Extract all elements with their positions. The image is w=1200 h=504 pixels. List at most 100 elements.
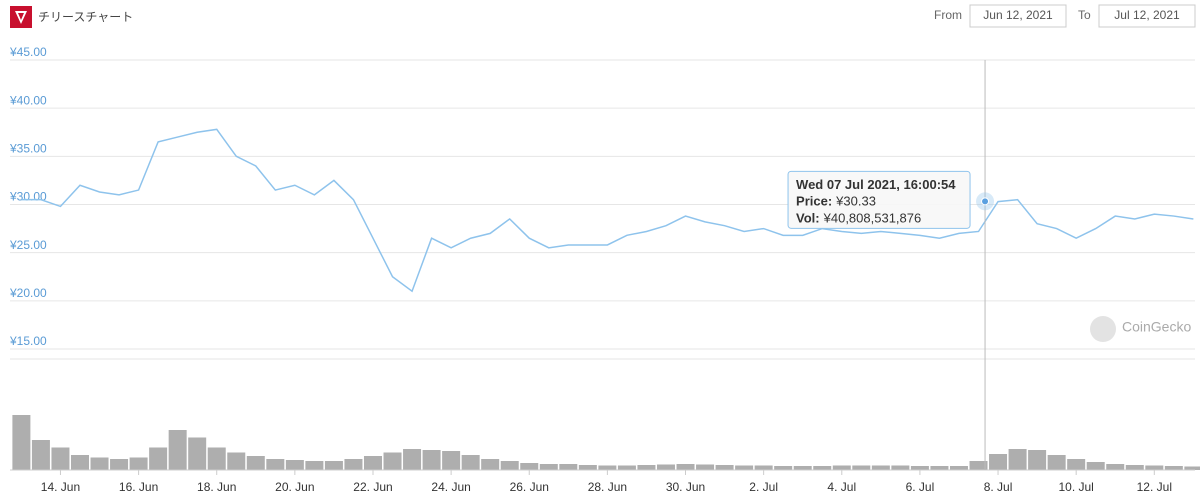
volume-bar [891, 465, 910, 470]
volume-bar [51, 447, 70, 470]
y-tick-label: ¥25.00 [9, 238, 47, 252]
volume-bar [285, 460, 304, 470]
volume-bar [1145, 465, 1164, 470]
volume-bar [1047, 455, 1066, 470]
volume-bar [989, 454, 1008, 470]
volume-bar [227, 452, 246, 470]
from-date[interactable]: Jun 12, 2021 [983, 8, 1053, 22]
volume-bar [442, 451, 461, 470]
volume-bar [832, 465, 851, 470]
volume-bar [578, 465, 597, 470]
volume-bar [715, 465, 734, 470]
x-tick-label: 30. Jun [666, 480, 705, 494]
volume-bar [403, 449, 422, 470]
x-tick-label: 10. Jul [1058, 480, 1093, 494]
volume-bar [969, 461, 988, 470]
volume-bar [12, 415, 31, 470]
volume-bar [481, 459, 500, 470]
volume-bar [305, 461, 324, 470]
volume-bar [1028, 450, 1047, 470]
volume-bar [110, 459, 129, 470]
volume-bar [559, 464, 578, 470]
x-tick-label: 28. Jun [588, 480, 627, 494]
tooltip-price-name: Price: [796, 194, 832, 209]
volume-bar [149, 447, 168, 470]
volume-bar [383, 452, 402, 470]
volume-bar [910, 466, 929, 470]
hover-marker [981, 197, 990, 206]
y-tick-label: ¥15.00 [9, 334, 47, 348]
x-tick-label: 18. Jun [197, 480, 236, 494]
logo-mark [15, 11, 27, 24]
price-line [21, 128, 1194, 293]
volume-bar [637, 465, 656, 470]
volume-bar [949, 466, 968, 470]
x-tick-label: 20. Jun [275, 480, 314, 494]
tooltip-price-value: ¥30.33 [835, 194, 876, 209]
volume-bar [246, 456, 265, 470]
volume-bar [324, 461, 343, 470]
volume-bar [539, 464, 558, 470]
volume-bar [1164, 466, 1183, 470]
watermark: CoinGecko [1122, 319, 1191, 335]
x-tick-label: 12. Jul [1137, 480, 1172, 494]
from-label: From [934, 8, 962, 22]
volume-bar [70, 455, 89, 470]
to-date[interactable]: Jul 12, 2021 [1114, 8, 1180, 22]
to-label: To [1078, 8, 1091, 22]
y-tick-label: ¥45.00 [9, 45, 47, 59]
y-tick-label: ¥20.00 [9, 286, 47, 300]
volume-bar [735, 465, 754, 470]
volume-bar [1125, 465, 1144, 470]
volume-bar [90, 457, 109, 470]
x-tick-label: 4. Jul [827, 480, 856, 494]
volume-bar [774, 466, 793, 470]
volume-bar [656, 464, 675, 470]
y-tick-label: ¥30.00 [9, 190, 47, 204]
volume-bar [266, 459, 285, 470]
volume-bar [1086, 462, 1105, 470]
to-input[interactable] [1098, 4, 1196, 28]
volume-bar [31, 440, 50, 470]
y-tick-label: ¥35.00 [9, 142, 47, 156]
volume-bar [813, 466, 832, 470]
volume-bar [520, 463, 539, 470]
from-input[interactable] [969, 4, 1067, 28]
volume-bar [188, 437, 207, 470]
tooltip-volume-row: Vol: ¥40,808,531,876 [796, 211, 921, 226]
volume-bar [617, 465, 636, 470]
volume-bar [676, 464, 695, 470]
volume-bar [168, 430, 187, 470]
volume-bar [1184, 466, 1200, 470]
volume-bar [1067, 459, 1086, 470]
tooltip-title: Wed 07 Jul 2021, 16:00:54 [796, 177, 956, 192]
x-tick-label: 8. Jul [984, 480, 1013, 494]
chart-title: チリースチャート [38, 10, 133, 24]
volume-bar [871, 465, 890, 470]
volume-bar [696, 464, 715, 470]
volume-bar [461, 455, 480, 470]
x-tick-label: 24. Jun [431, 480, 470, 494]
x-tick-label: 16. Jun [119, 480, 158, 494]
x-tick-label: 2. Jul [749, 480, 778, 494]
x-tick-label: 14. Jun [41, 480, 80, 494]
volume-bar [344, 459, 363, 470]
y-tick-label: ¥40.00 [9, 93, 47, 107]
x-tick-label: 26. Jun [510, 480, 549, 494]
volume-bar [363, 456, 382, 470]
volume-bar [754, 465, 773, 470]
volume-bar [930, 466, 949, 470]
x-tick-label: 6. Jul [906, 480, 935, 494]
volume-bar [793, 466, 812, 470]
watermark-icon [1090, 316, 1116, 342]
volume-bar [129, 457, 148, 470]
tooltip-volume-value: ¥40,808,531,876 [823, 211, 922, 226]
volume-bar [598, 465, 617, 470]
tooltip-price-row: Price: ¥30.33 [796, 194, 876, 209]
volume-bar [207, 447, 226, 470]
volume-bar [500, 461, 519, 470]
x-tick-label: 22. Jun [353, 480, 392, 494]
volume-bar [422, 450, 441, 470]
volume-bar [1106, 464, 1125, 470]
